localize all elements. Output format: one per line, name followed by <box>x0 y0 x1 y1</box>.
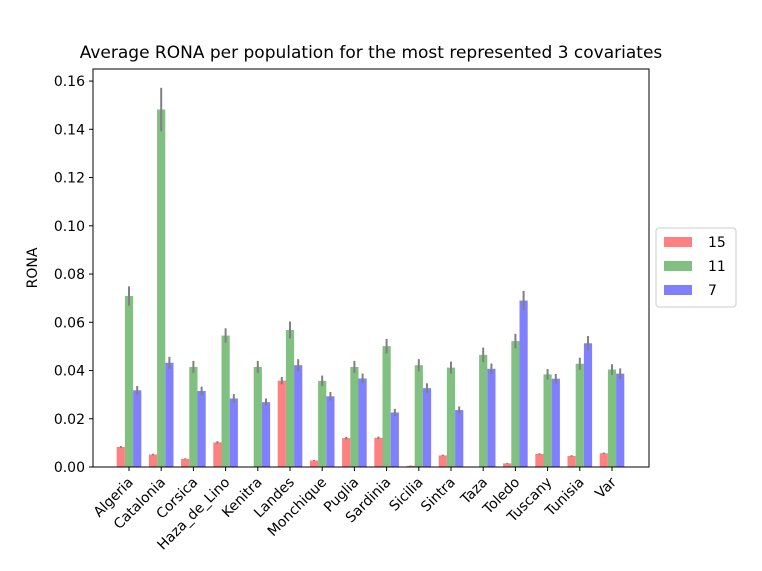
bar-15-Algeria <box>116 446 125 467</box>
x-tick-label-Sicilia: Sicilia <box>387 475 427 515</box>
error-bars-group <box>119 87 622 467</box>
bar-11-Monchique <box>318 380 327 467</box>
bar-11-Tunisia <box>575 363 584 467</box>
y-axis: 0.00 0.02 0.04 0.06 0.08 0.10 0.12 0.14 0.16 <box>54 74 93 476</box>
bar-7-Monchique <box>326 396 335 467</box>
y-tick-label: 0.06 <box>54 315 85 331</box>
bar-15-Tuscany <box>535 453 544 467</box>
y-tick-label: 0.04 <box>54 364 85 380</box>
bar-15-Corsica <box>181 458 190 467</box>
bar-11-Algeria <box>124 295 134 467</box>
bar-11-Haza_de_Lino <box>221 335 230 467</box>
bar-11-Sardinia <box>382 346 391 467</box>
bar-7-Sicilia <box>422 388 432 467</box>
y-tick-label: 0.12 <box>54 171 85 187</box>
y-tick-label: 0.16 <box>54 74 85 90</box>
y-axis-label: RONA <box>25 247 41 288</box>
bar-7-Taza <box>487 368 496 467</box>
bar-7-Sintra <box>455 410 464 467</box>
legend-swatch-7 <box>664 285 692 295</box>
legend-swatch-11 <box>664 261 692 271</box>
bar-11-Landes <box>285 329 295 467</box>
bar-15-Catalonia <box>148 454 158 467</box>
bar-15-Haza_de_Lino <box>213 442 222 467</box>
bar-15-Sintra <box>438 455 447 467</box>
y-tick-label: 0.10 <box>54 219 85 235</box>
bar-7-Corsica <box>197 391 206 467</box>
bar-15-Sicilia <box>406 465 415 467</box>
bar-15-Sardinia <box>374 437 383 467</box>
x-tick-label-Var: Var <box>592 474 620 502</box>
chart-title: Average RONA per population for the most… <box>80 43 663 63</box>
legend-label-15: 15 <box>708 235 726 251</box>
legend-label-11: 11 <box>708 259 726 275</box>
x-axis: AlgeriaCataloniaCorsicaHaza_de_LinoKenit… <box>91 467 620 553</box>
bar-7-Tunisia <box>583 343 593 467</box>
bar-15-Landes <box>277 380 286 467</box>
bar-11-Sicilia <box>414 365 423 467</box>
bar-11-Puglia <box>350 366 359 467</box>
bar-7-Landes <box>294 365 303 467</box>
bar-7-Kenitra <box>261 402 271 467</box>
bar-11-Corsica <box>189 366 198 467</box>
bar-15-Toledo <box>503 463 512 467</box>
bar-11-Toledo <box>511 341 520 467</box>
y-tick-label: 0.14 <box>54 122 85 138</box>
x-tick-label-Sintra: Sintra <box>418 475 459 516</box>
bar-7-Catalonia <box>165 362 174 467</box>
bar-11-Kenitra <box>253 366 262 467</box>
legend-label-7: 7 <box>708 283 717 299</box>
y-tick-label: 0.00 <box>54 460 85 476</box>
bars-group <box>116 109 625 468</box>
y-tick-label: 0.08 <box>54 267 85 283</box>
bar-7-Algeria <box>133 390 142 467</box>
bar-15-Tunisia <box>567 455 576 467</box>
bar-7-Haza_de_Lino <box>229 398 238 467</box>
bar-7-Var <box>616 373 625 467</box>
plot-frame <box>92 68 650 468</box>
bar-15-Puglia <box>342 438 351 467</box>
legend-swatch-15 <box>664 237 692 247</box>
bar-7-Sardinia <box>390 412 399 467</box>
bar-11-Tuscany <box>543 374 552 467</box>
bar-7-Toledo <box>519 300 528 467</box>
bar-11-Sintra <box>446 367 456 467</box>
bar-15-Monchique <box>309 460 319 467</box>
bar-11-Var <box>607 369 617 467</box>
bar-7-Tuscany <box>551 378 560 467</box>
bar-11-Taza <box>479 354 488 467</box>
bar-11-Catalonia <box>157 109 166 468</box>
bar-15-Var <box>599 453 608 467</box>
y-tick-label: 0.02 <box>54 412 85 428</box>
legend: 15 11 7 <box>655 227 737 308</box>
bar-7-Puglia <box>358 378 367 467</box>
